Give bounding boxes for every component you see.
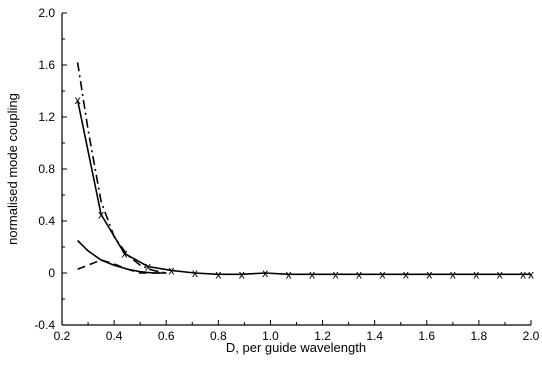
data-point-marker: x bbox=[122, 247, 128, 261]
y-tick-label: -0.4 bbox=[34, 318, 55, 332]
data-point-marker: x bbox=[450, 267, 456, 281]
data-point-marker: x bbox=[98, 208, 104, 222]
y-tick-label: 0 bbox=[48, 266, 55, 280]
x-tick-label: 1.0 bbox=[262, 329, 279, 343]
data-point-marker: x bbox=[520, 267, 526, 281]
data-point-marker: x bbox=[286, 267, 292, 281]
axis-ticks: 0.2 0.4 0.6 0.8 1.0 1.2 1.4 1.6 1.8 2.0 -0.4 0 0.4 0.… bbox=[34, 6, 539, 343]
plot-area bbox=[61, 13, 531, 326]
y-tick-label: 0.8 bbox=[38, 162, 55, 176]
data-point-marker: x bbox=[215, 267, 221, 281]
data-point-marker: x bbox=[473, 267, 479, 281]
data-point-marker: x bbox=[309, 267, 315, 281]
data-point-marker: x bbox=[333, 267, 339, 281]
data-point-marker: x bbox=[497, 267, 503, 281]
data-point-marker: x bbox=[75, 93, 81, 107]
series-line-1 bbox=[76, 99, 531, 276]
x-tick-label: 1.2 bbox=[314, 329, 331, 343]
data-point-marker: x bbox=[379, 267, 385, 281]
x-tick-label: 2.0 bbox=[523, 329, 540, 343]
y-tick-label: 1.2 bbox=[38, 110, 55, 124]
x-axis-title: D, per guide wavelength bbox=[226, 340, 366, 355]
series-line-2 bbox=[76, 62, 167, 274]
data-point-marker: x bbox=[145, 260, 151, 274]
x-tick-label: 0.2 bbox=[54, 329, 71, 343]
data-point-marker: x bbox=[528, 267, 534, 281]
series-line-4 bbox=[77, 259, 167, 274]
x-tick-label: 0.6 bbox=[158, 329, 175, 343]
data-point-marker: x bbox=[403, 267, 409, 281]
y-tick-label: 1.6 bbox=[38, 58, 55, 72]
y-tick-label: 2.0 bbox=[38, 6, 55, 20]
y-axis-title: normalised mode coupling bbox=[5, 93, 20, 245]
x-tick-label: 1.8 bbox=[471, 329, 488, 343]
x-tick-label: 0.8 bbox=[210, 329, 227, 343]
data-point-marker: x bbox=[192, 266, 198, 280]
x-tick-label: 1.6 bbox=[418, 329, 435, 343]
data-point-marker: x bbox=[262, 266, 268, 280]
x-tick-label: 1.4 bbox=[366, 329, 383, 343]
data-point-marker: x bbox=[168, 263, 174, 277]
x-tick-label: 0.4 bbox=[106, 329, 123, 343]
data-point-marker: x bbox=[426, 267, 432, 281]
data-point-marker: x bbox=[239, 267, 245, 281]
y-tick-label: 0.4 bbox=[38, 214, 55, 228]
data-point-marker: x bbox=[356, 267, 362, 281]
